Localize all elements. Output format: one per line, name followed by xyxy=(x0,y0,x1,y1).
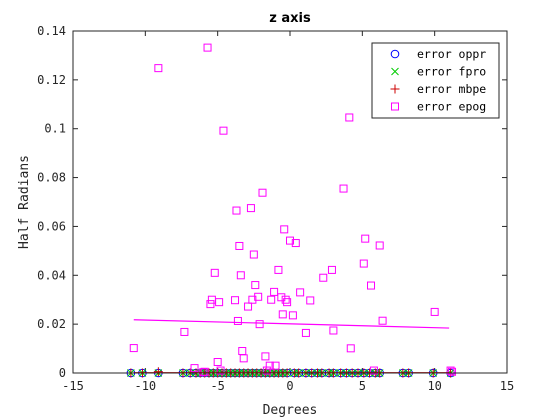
y-tick-label: 0.14 xyxy=(37,24,66,38)
data-point xyxy=(246,204,255,213)
data-point xyxy=(270,287,279,296)
data-point xyxy=(375,241,384,250)
data-point xyxy=(206,300,215,309)
data-point xyxy=(367,281,376,290)
data-point xyxy=(448,367,457,376)
x-tick-label: -10 xyxy=(134,379,156,393)
data-point xyxy=(180,327,189,336)
x-axis-label: Degrees xyxy=(263,403,318,418)
y-tick-label: 0.12 xyxy=(37,73,66,87)
y-axis-label: Half Radians xyxy=(17,155,32,249)
plot-frame xyxy=(72,30,508,374)
data-point xyxy=(288,311,297,320)
fit-line-error-epog xyxy=(133,319,450,329)
data-point xyxy=(359,259,368,268)
data-point xyxy=(271,361,280,370)
data-point xyxy=(378,316,387,325)
data-point xyxy=(244,302,253,311)
data-point xyxy=(291,239,300,248)
data-point xyxy=(327,265,336,274)
data-point xyxy=(261,352,270,361)
data-point xyxy=(203,43,212,52)
data-point xyxy=(248,295,257,304)
data-point xyxy=(267,295,276,304)
x-tick-label: 5 xyxy=(359,379,366,393)
y-tick-label: 0.08 xyxy=(37,171,66,185)
data-point xyxy=(200,367,209,376)
data-point xyxy=(219,126,228,135)
data-point xyxy=(286,236,294,245)
y-tick-label: 0.02 xyxy=(37,317,66,331)
data-point xyxy=(233,316,242,325)
y-tick-label: 0 xyxy=(59,366,66,380)
data-point xyxy=(301,328,310,337)
data-point xyxy=(210,268,219,277)
data-point xyxy=(329,326,338,335)
data-point xyxy=(361,234,370,243)
legend-box xyxy=(371,42,500,119)
data-point xyxy=(213,358,222,367)
data-point xyxy=(430,307,439,316)
x-tick-label: -5 xyxy=(210,379,224,393)
legend-entry-label: error fpro xyxy=(417,65,486,79)
data-point xyxy=(215,298,224,307)
legend-marker xyxy=(390,49,400,59)
data-point xyxy=(277,293,286,302)
data-point xyxy=(346,344,355,353)
series-error-epog xyxy=(129,43,457,377)
data-point xyxy=(258,188,267,197)
data-point xyxy=(236,271,245,280)
x-tick-label: 10 xyxy=(427,379,441,393)
data-point xyxy=(154,64,163,73)
data-point xyxy=(190,364,199,373)
data-point xyxy=(129,344,138,353)
y-tick-label: 0.06 xyxy=(37,219,66,233)
data-point xyxy=(369,366,378,375)
data-point xyxy=(255,320,264,329)
data-point xyxy=(446,366,455,375)
legend: error oppr error fpro error mbpe error epog xyxy=(371,42,500,119)
data-point xyxy=(216,366,225,375)
legend-marker xyxy=(391,102,399,111)
axis-ticks: -15 -10 -5 0 5 10 15 0 0.02 0.04 0.06 0.08 0.1 0.12 0.… xyxy=(37,24,514,393)
data-point xyxy=(239,354,248,363)
legend-marker xyxy=(391,67,399,76)
data-point xyxy=(345,113,354,122)
x-tick-label: -15 xyxy=(62,379,84,393)
data-point xyxy=(262,366,271,375)
data-point xyxy=(278,310,287,319)
data-point xyxy=(249,250,258,259)
chart-title: z axis xyxy=(269,11,311,26)
data-point xyxy=(319,273,328,282)
x-tick-label: 15 xyxy=(500,379,514,393)
legend-entry-label: error epog xyxy=(417,100,486,114)
y-tick-label: 0.04 xyxy=(37,268,66,282)
y-tick-label: 0.1 xyxy=(44,122,66,136)
data-point xyxy=(235,241,244,250)
data-point xyxy=(280,225,289,234)
legend-entry-label: error oppr xyxy=(417,47,486,61)
data-point xyxy=(265,361,274,370)
data-point xyxy=(251,281,260,290)
data-point xyxy=(254,292,263,301)
data-point xyxy=(283,298,292,307)
data-point xyxy=(274,265,283,274)
x-tick-label: 0 xyxy=(286,379,293,393)
legend-entry-label: error mbpe xyxy=(417,82,486,96)
data-point xyxy=(306,296,315,305)
legend-marker xyxy=(390,84,400,94)
data-point xyxy=(296,288,305,297)
data-point xyxy=(232,206,241,215)
data-point xyxy=(153,367,163,377)
data-point xyxy=(231,296,240,305)
data-point xyxy=(339,184,348,193)
data-point xyxy=(281,295,290,304)
